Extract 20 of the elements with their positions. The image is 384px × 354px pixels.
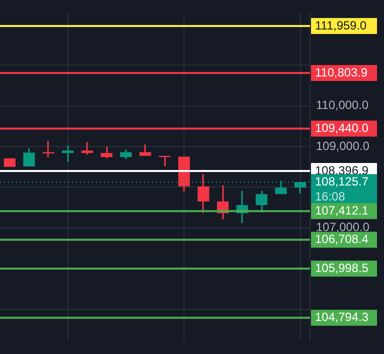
candlestick <box>120 148 132 160</box>
ref-line-label: 104,794.3 <box>315 310 369 324</box>
ref-line-label: 111,959.0 <box>315 18 367 32</box>
candlestick <box>81 141 93 156</box>
y-tick-label: 107,000.0 <box>316 220 370 234</box>
candlestick <box>198 173 210 214</box>
ref-line-label: 107,412.1 <box>315 203 369 218</box>
y-tick-label: 109,000.0 <box>316 138 370 153</box>
candlestick <box>23 147 35 168</box>
candlestick <box>42 140 54 158</box>
text: 16:08 <box>315 189 346 204</box>
y-tick-label: 110,000.0 <box>316 98 369 112</box>
candlestick <box>256 190 268 214</box>
candlestick <box>62 144 74 163</box>
ref-line-label: 110,803.9 <box>315 65 368 80</box>
candlestick <box>100 146 112 160</box>
candlestick <box>140 144 152 157</box>
ref-line-label: 105,998.5 <box>315 260 369 275</box>
ref-line-label: 106,708.4 <box>315 232 369 246</box>
ref-line-label: 109,440.0 <box>315 120 369 135</box>
